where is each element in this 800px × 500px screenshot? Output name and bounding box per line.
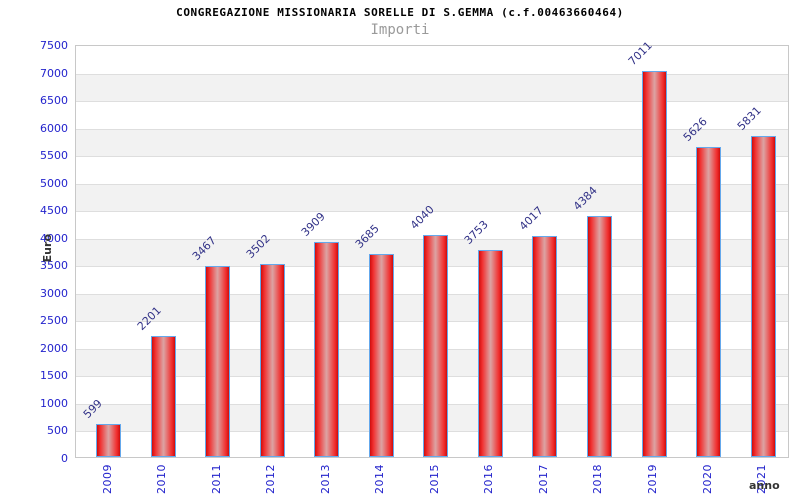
- x-axis-tick-label: 2014: [373, 464, 387, 494]
- gridline-band: [76, 211, 788, 239]
- y-axis-tick-label: 1000: [40, 396, 68, 410]
- y-axis-tick-label: 7500: [40, 39, 68, 52]
- y-axis-tick-label: 0: [61, 452, 68, 465]
- chart-title: CONGREGAZIONE MISSIONARIA SORELLE DI S.G…: [176, 6, 624, 19]
- bar-2011: [205, 266, 231, 457]
- gridline-band: [76, 73, 788, 102]
- y-axis-tick-label: 6000: [40, 121, 68, 135]
- x-axis-tick-label: 2016: [482, 464, 496, 494]
- x-axis-tick-label: 2018: [591, 464, 605, 494]
- x-axis-tick-label: 2012: [264, 464, 278, 494]
- y-axis-tick-label: 3000: [40, 286, 68, 300]
- x-axis-tick-label: 2015: [427, 464, 441, 494]
- x-axis-tick-label: 2020: [700, 464, 714, 494]
- x-axis-tick-label: 2010: [155, 464, 169, 494]
- gridline-band: [76, 128, 788, 157]
- bar-2016: [477, 250, 503, 457]
- y-axis-tick-label: 2000: [40, 341, 68, 355]
- y-axis-tick-label: 6500: [40, 94, 68, 108]
- chart-subtitle: Importi: [370, 22, 430, 38]
- bar-2021: [750, 135, 776, 457]
- y-axis-tick-label: 7000: [40, 66, 68, 80]
- bar-2019: [641, 70, 667, 457]
- bar-2012: [259, 264, 285, 457]
- y-axis-tick-label: 4500: [40, 204, 68, 218]
- y-axis-title: Euro: [41, 234, 54, 263]
- y-axis-tick-label: 1500: [40, 369, 68, 383]
- x-axis-tick-label: 2019: [646, 464, 659, 494]
- gridline-band: [76, 156, 788, 184]
- gridline-band: [76, 46, 788, 74]
- bar-2020: [696, 147, 722, 457]
- y-axis-tick-label: 500: [47, 424, 68, 438]
- bar-2015: [423, 234, 449, 457]
- y-axis-tick-label: 3500: [40, 259, 68, 273]
- x-axis-tick-label: 2013: [318, 464, 332, 494]
- plot-area: 599 2201 3467 3502 3909 3685 4040 3753 4017 4384 7…: [75, 39, 789, 458]
- bar-2017: [532, 235, 558, 457]
- bar-2010: [150, 335, 176, 457]
- y-axis-tick-label: 5000: [40, 176, 68, 190]
- bar-2014: [368, 254, 394, 457]
- x-axis-title: anno: [749, 479, 780, 492]
- x-axis-tick-label: 2009: [100, 464, 114, 494]
- y-axis-tick-label: 5500: [40, 149, 68, 163]
- x-axis-tick-label: 2011: [209, 464, 223, 494]
- bar-2013: [314, 241, 340, 457]
- gridline-band: [76, 183, 788, 212]
- bar-2009: [96, 424, 121, 457]
- y-axis-tick-label: 4000: [40, 231, 68, 245]
- x-axis-tick-label: 2017: [536, 464, 550, 494]
- y-axis-tick-label: 2500: [40, 314, 68, 328]
- gridline-band: [76, 101, 788, 129]
- bar-2018: [586, 215, 612, 457]
